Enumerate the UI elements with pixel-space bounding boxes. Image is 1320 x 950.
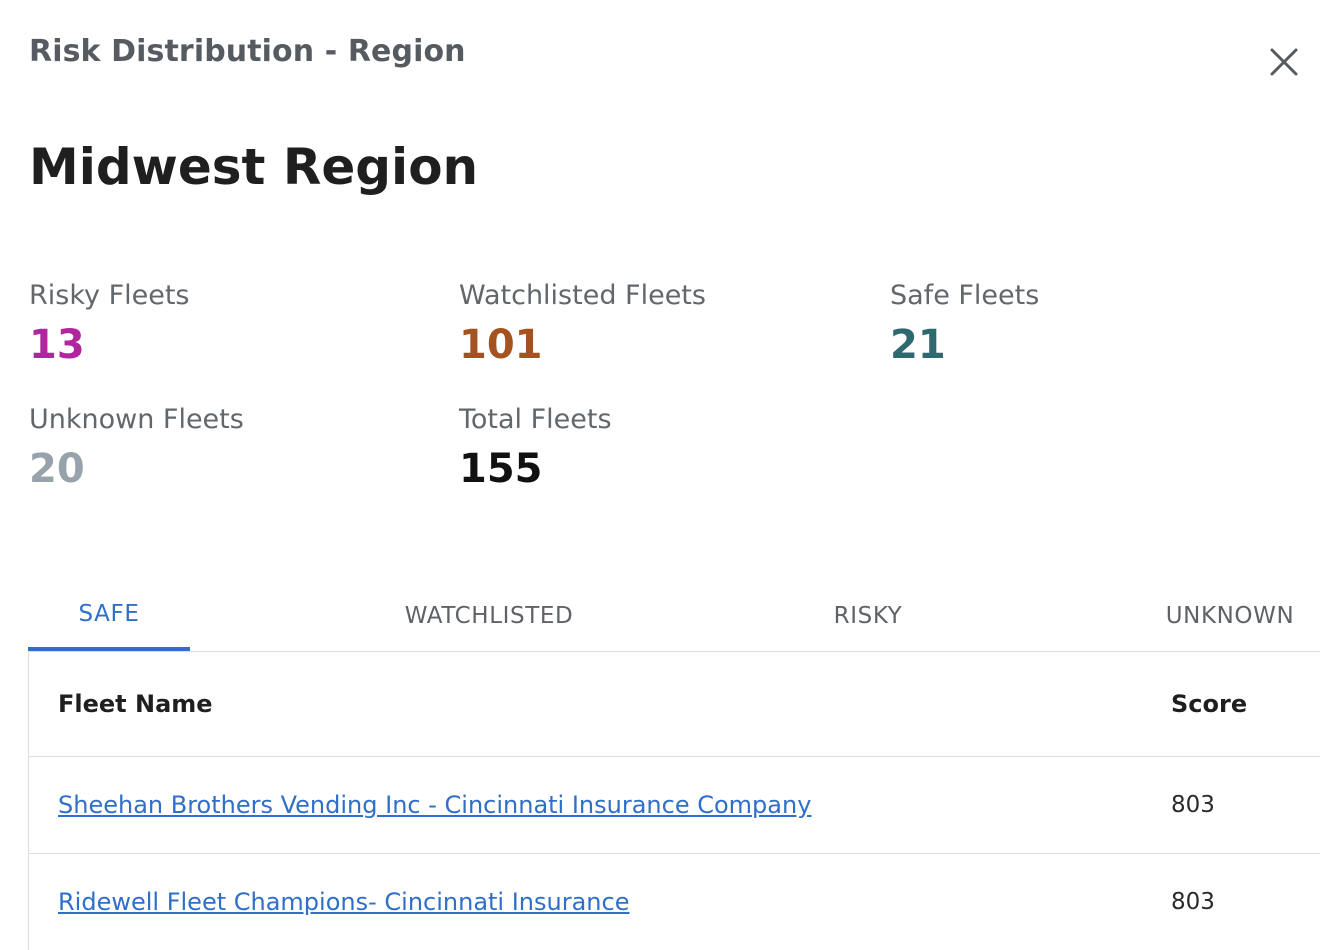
- fleet-name-link[interactable]: Sheehan Brothers Vending Inc - Cincinnat…: [58, 791, 812, 819]
- table-row: Sheehan Brothers Vending Inc - Cincinnat…: [29, 757, 1320, 854]
- column-header-score[interactable]: Score: [1171, 690, 1248, 718]
- stat-total-fleets: Total Fleets 155: [459, 404, 612, 489]
- stat-label: Unknown Fleets: [29, 404, 244, 435]
- fleet-name-cell: Ridewell Fleet Champions- Cincinnati Ins…: [58, 854, 629, 950]
- close-icon[interactable]: [1269, 47, 1299, 77]
- table-row: Ridewell Fleet Champions- Cincinnati Ins…: [29, 854, 1320, 950]
- column-header-fleet-name[interactable]: Fleet Name: [58, 690, 213, 718]
- tab-watchlisted[interactable]: WATCHLISTED: [404, 603, 574, 629]
- close-button[interactable]: [1262, 40, 1306, 84]
- tab-unknown[interactable]: UNKNOWN: [1165, 603, 1295, 629]
- stat-value: 20: [29, 446, 85, 492]
- fleet-name-link[interactable]: Ridewell Fleet Champions- Cincinnati Ins…: [58, 888, 630, 916]
- stat-safe-fleets: Safe Fleets 21: [890, 280, 1039, 365]
- risk-tabs: SAFE WATCHLISTED RISKY UNKNOWN: [28, 580, 1320, 652]
- stat-value: 13: [29, 322, 85, 368]
- stat-unknown-fleets: Unknown Fleets 20: [29, 404, 244, 489]
- stat-value: 21: [890, 322, 946, 368]
- fleet-table: Fleet Name Score Sheehan Brothers Vendin…: [28, 652, 1320, 950]
- stat-value: 101: [459, 322, 543, 368]
- stat-label: Total Fleets: [459, 404, 612, 435]
- stat-value: 155: [459, 446, 543, 492]
- tab-risky[interactable]: RISKY: [833, 603, 903, 629]
- table-header-row: Fleet Name Score: [29, 652, 1320, 757]
- stat-label: Safe Fleets: [890, 280, 1040, 311]
- region-title: Midwest Region: [29, 138, 479, 196]
- score-cell: 803: [1171, 792, 1215, 818]
- stat-watchlisted-fleets: Watchlisted Fleets 101: [459, 280, 706, 365]
- stat-label: Risky Fleets: [29, 280, 190, 311]
- stat-label: Watchlisted Fleets: [459, 280, 706, 311]
- score-cell: 803: [1171, 889, 1215, 915]
- stat-risky-fleets: Risky Fleets 13: [29, 280, 189, 365]
- fleet-name-cell: Sheehan Brothers Vending Inc - Cincinnat…: [58, 757, 811, 853]
- tab-safe[interactable]: SAFE: [28, 580, 190, 651]
- panel-title: Risk Distribution - Region: [29, 34, 466, 69]
